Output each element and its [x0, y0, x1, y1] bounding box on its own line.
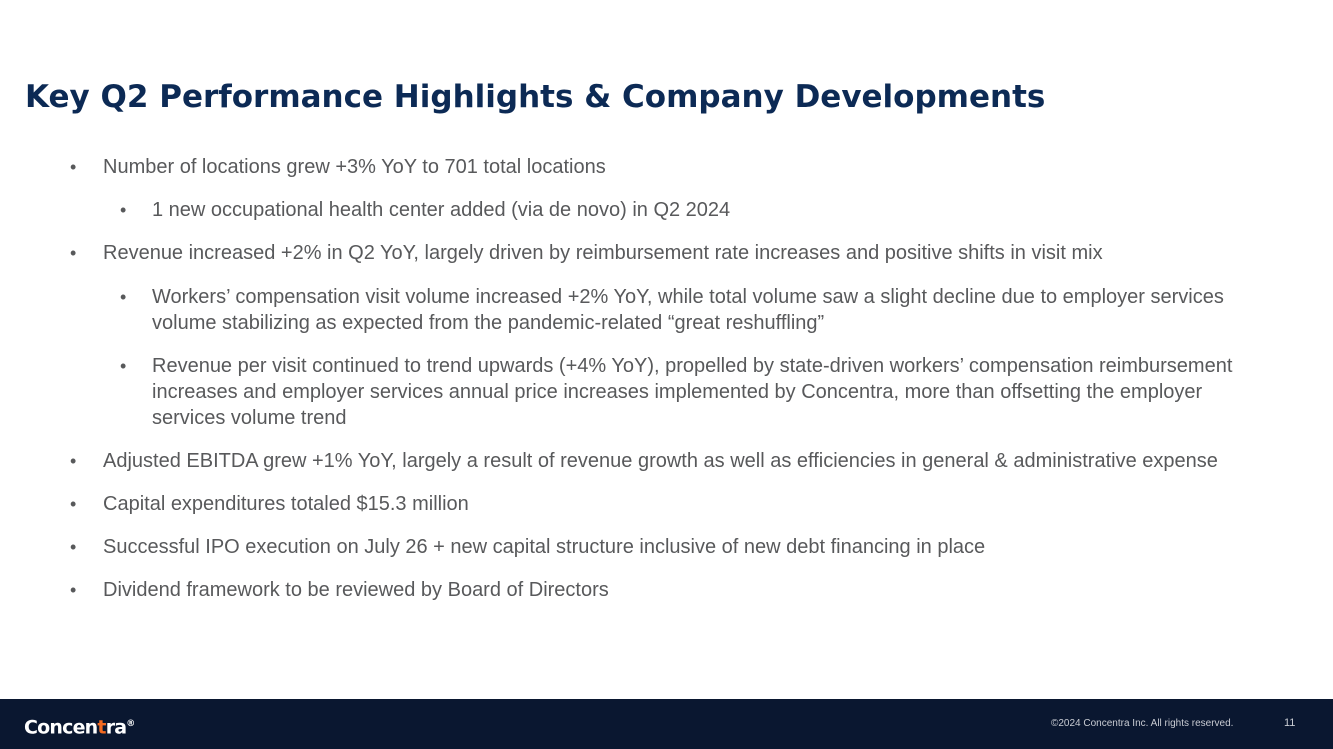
- bullet-dot-icon: •: [70, 157, 77, 177]
- logo-text-start: Concen: [24, 716, 98, 739]
- copyright-notice: ©2024 Concentra Inc. All rights reserved…: [1051, 718, 1234, 729]
- bullet-text: Capital expenditures totaled $15.3 milli…: [103, 493, 469, 515]
- footer-bar: Concentra® ©2024 Concentra Inc. All righ…: [0, 699, 1333, 749]
- sub-bullet-item: • Revenue per visit continued to trend u…: [0, 353, 1333, 431]
- page-number: 11: [1284, 717, 1296, 729]
- bullet-text: Adjusted EBITDA grew +1% YoY, largely a …: [103, 450, 1218, 472]
- bullet-list: • Number of locations grew +3% YoY to 70…: [0, 154, 1333, 603]
- sub-bullet-item: • 1 new occupational health center added…: [0, 197, 1333, 223]
- bullet-dot-icon: •: [120, 200, 127, 220]
- concentra-logo: Concentra®: [24, 712, 135, 739]
- slide-title: Key Q2 Performance Highlights & Company …: [25, 79, 1046, 115]
- bullet-dot-icon: •: [70, 494, 77, 514]
- bullet-dot-icon: •: [70, 537, 77, 557]
- bullet-text: Revenue increased +2% in Q2 YoY, largely…: [103, 242, 1103, 264]
- bullet-text: Revenue per visit continued to trend upw…: [152, 355, 1233, 429]
- bullet-text: 1 new occupational health center added (…: [152, 199, 731, 221]
- bullet-text: Number of locations grew +3% YoY to 701 …: [103, 156, 606, 178]
- bullet-dot-icon: •: [70, 243, 77, 263]
- logo-text-end: ra: [105, 716, 127, 739]
- bullet-text: Successful IPO execution on July 26 + ne…: [103, 536, 986, 558]
- bullet-item: • Revenue increased +2% in Q2 YoY, large…: [0, 240, 1333, 266]
- bullet-dot-icon: •: [70, 580, 77, 600]
- bullet-dot-icon: •: [120, 356, 127, 376]
- bullet-item: • Capital expenditures totaled $15.3 mil…: [0, 491, 1333, 517]
- bullet-item: • Adjusted EBITDA grew +1% YoY, largely …: [0, 448, 1333, 474]
- registered-mark: ®: [126, 719, 136, 729]
- logo-cross-mark: t: [97, 716, 106, 739]
- sub-bullet-item: • Workers’ compensation visit volume inc…: [0, 284, 1333, 336]
- bullet-dot-icon: •: [120, 287, 127, 307]
- bullet-item: • Number of locations grew +3% YoY to 70…: [0, 154, 1333, 180]
- bullet-text: Dividend framework to be reviewed by Boa…: [103, 579, 609, 601]
- bullet-dot-icon: •: [70, 451, 77, 471]
- bullet-text: Workers’ compensation visit volume incre…: [152, 286, 1224, 334]
- bullet-item: • Dividend framework to be reviewed by B…: [0, 577, 1333, 603]
- bullet-item: • Successful IPO execution on July 26 + …: [0, 534, 1333, 560]
